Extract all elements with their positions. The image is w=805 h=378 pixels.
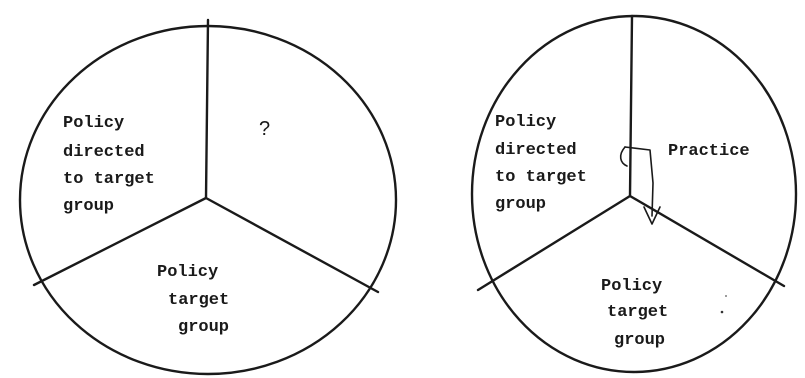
left-segment-policy-target-group: Policy target group	[157, 263, 239, 337]
right-pie-outline	[470, 14, 798, 374]
right-segment-policy-target-group: Policy target group	[601, 277, 678, 350]
left-divider-top	[204, 18, 210, 200]
right-divider-top	[628, 14, 634, 198]
right-segment-practice: Practice	[668, 142, 750, 161]
right-divider-lower-right	[628, 194, 786, 288]
left-divider-lower-left	[32, 196, 208, 287]
left-pie: Policy directed to target group ? Policy…	[18, 18, 398, 376]
influence-arrow	[624, 146, 654, 217]
scan-speck	[725, 295, 727, 297]
right-divider-lower-left	[476, 194, 632, 292]
right-segment-policy-directed: Policy directed to target group	[495, 113, 597, 214]
right-pie: Policy directed to target group Practice…	[470, 14, 798, 374]
influence-arrow-tail	[619, 146, 628, 167]
left-segment-policy-directed: Policy directed to target group	[63, 114, 165, 216]
influence-arrow-head	[643, 206, 661, 225]
scan-speck	[720, 310, 724, 314]
left-segment-question-mark: ?	[259, 118, 270, 140]
left-divider-lower-right	[204, 196, 380, 294]
